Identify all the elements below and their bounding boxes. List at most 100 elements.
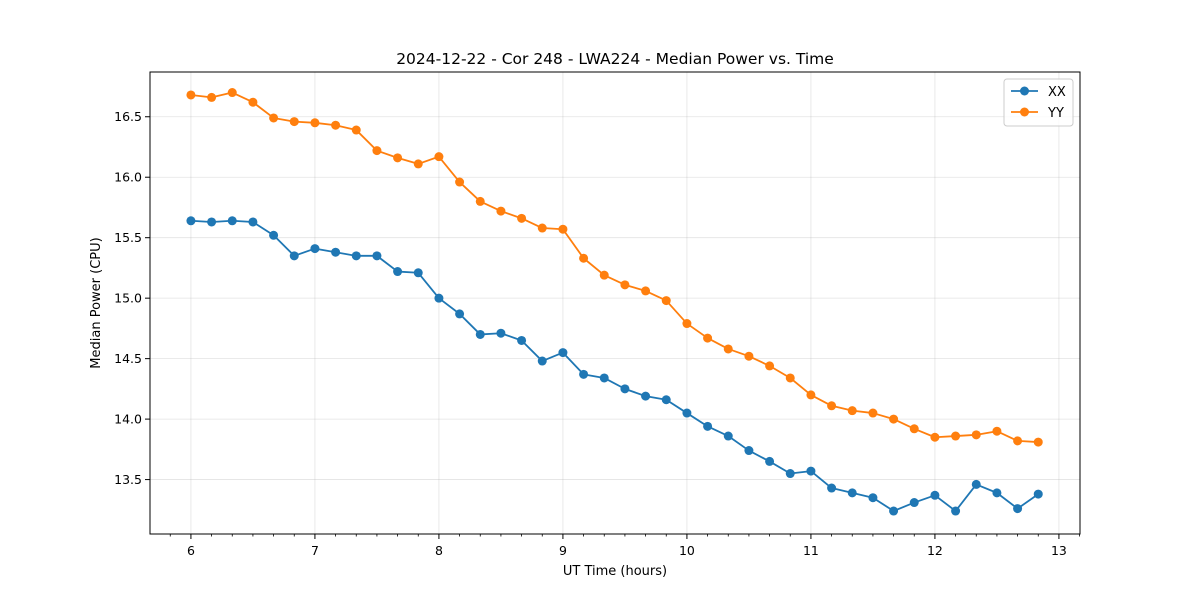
data-point-yy (372, 146, 382, 156)
legend-label-yy: YY (1047, 106, 1064, 121)
data-point-xx (372, 251, 382, 261)
data-point-yy (723, 344, 733, 354)
data-point-xx (393, 267, 403, 277)
data-point-yy (909, 424, 919, 434)
data-point-xx (1033, 489, 1043, 499)
data-point-xx (641, 391, 651, 401)
data-point-xx (827, 483, 837, 493)
data-point-yy (951, 431, 961, 441)
legend-label-xx: XX (1048, 85, 1066, 100)
data-point-xx (661, 395, 671, 405)
data-point-xx (1013, 504, 1023, 514)
x-tick-label: 12 (927, 543, 943, 558)
data-point-yy (248, 97, 258, 107)
data-point-xx (765, 456, 775, 466)
y-axis-label: Median Power (CPU) (89, 237, 104, 368)
x-tick-label: 7 (311, 543, 319, 558)
data-point-yy (992, 426, 1002, 436)
data-point-yy (868, 408, 878, 418)
data-point-xx (971, 479, 981, 489)
data-point-yy (393, 153, 403, 163)
data-point-xx (703, 421, 713, 431)
data-point-xx (992, 488, 1002, 498)
data-point-yy (289, 117, 299, 127)
data-point-xx (496, 328, 506, 338)
data-point-xx (475, 329, 485, 339)
y-tick-label: 13.5 (114, 472, 142, 487)
x-axis-label: UT Time (hours) (563, 564, 667, 579)
data-point-xx (579, 369, 589, 379)
data-point-yy (207, 92, 217, 102)
data-point-yy (517, 213, 527, 223)
data-point-xx (227, 216, 237, 226)
data-point-xx (930, 490, 940, 500)
data-point-yy (641, 286, 651, 296)
plot-frame (149, 71, 1081, 535)
data-point-xx (682, 408, 692, 418)
grid (150, 72, 1080, 534)
data-point-xx (744, 446, 754, 456)
data-point-yy (310, 118, 320, 128)
x-tick-label: 13 (1051, 543, 1067, 558)
series-group (186, 88, 1043, 516)
data-point-xx (248, 217, 258, 227)
data-point-yy (496, 206, 506, 216)
data-point-xx (517, 335, 527, 345)
data-point-yy (413, 159, 423, 169)
x-tick-label: 8 (435, 543, 443, 558)
data-point-xx (951, 506, 961, 516)
data-point-yy (971, 430, 981, 440)
data-point-xx (455, 309, 465, 319)
data-point-xx (889, 506, 899, 516)
data-point-yy (558, 224, 568, 234)
y-tick-label: 15.5 (114, 230, 142, 245)
y-tick-label: 14.0 (114, 412, 142, 427)
data-point-yy (806, 390, 816, 400)
data-point-yy (434, 152, 444, 162)
data-point-xx (207, 217, 217, 227)
data-point-yy (765, 361, 775, 371)
x-tick-label: 10 (679, 543, 695, 558)
x-axis: 6 7 8 9 10 11 12 13 (169, 534, 1080, 558)
data-point-yy (682, 319, 692, 329)
data-point-yy (1013, 436, 1023, 446)
data-point-yy (847, 406, 857, 416)
data-point-yy (455, 177, 465, 187)
data-point-xx (909, 498, 919, 508)
data-point-xx (269, 230, 279, 240)
data-point-xx (537, 356, 547, 366)
data-point-yy (269, 113, 279, 123)
data-point-yy (475, 196, 485, 206)
y-axis: 13.5 14.0 14.5 15.0 15.5 16.0 16.5 (114, 109, 150, 487)
data-point-yy (703, 333, 713, 343)
data-point-xx (434, 293, 444, 303)
x-tick-label: 6 (187, 543, 195, 558)
data-point-yy (620, 280, 630, 290)
data-point-yy (889, 414, 899, 424)
data-point-yy (827, 401, 837, 411)
data-point-yy (599, 270, 609, 280)
x-tick-label: 9 (559, 543, 567, 558)
data-point-xx (868, 493, 878, 503)
y-tick-label: 16.5 (114, 109, 142, 124)
data-point-xx (289, 251, 299, 261)
data-point-yy (331, 120, 341, 130)
data-point-yy (186, 90, 196, 100)
y-tick-label: 15.0 (114, 291, 142, 306)
data-point-yy (744, 351, 754, 361)
data-point-xx (847, 488, 857, 498)
data-point-yy (537, 223, 547, 233)
data-point-yy (785, 373, 795, 383)
data-point-xx (599, 373, 609, 383)
data-point-yy (579, 253, 589, 263)
chart-title: 2024-12-22 - Cor 248 - LWA224 - Median P… (396, 50, 834, 68)
y-tick-label: 14.5 (114, 351, 142, 366)
data-point-xx (806, 466, 816, 476)
data-point-xx (723, 431, 733, 441)
data-point-yy (930, 432, 940, 442)
data-point-xx (558, 348, 568, 358)
data-point-xx (351, 251, 361, 261)
data-point-xx (785, 469, 795, 479)
data-point-yy (1033, 437, 1043, 447)
